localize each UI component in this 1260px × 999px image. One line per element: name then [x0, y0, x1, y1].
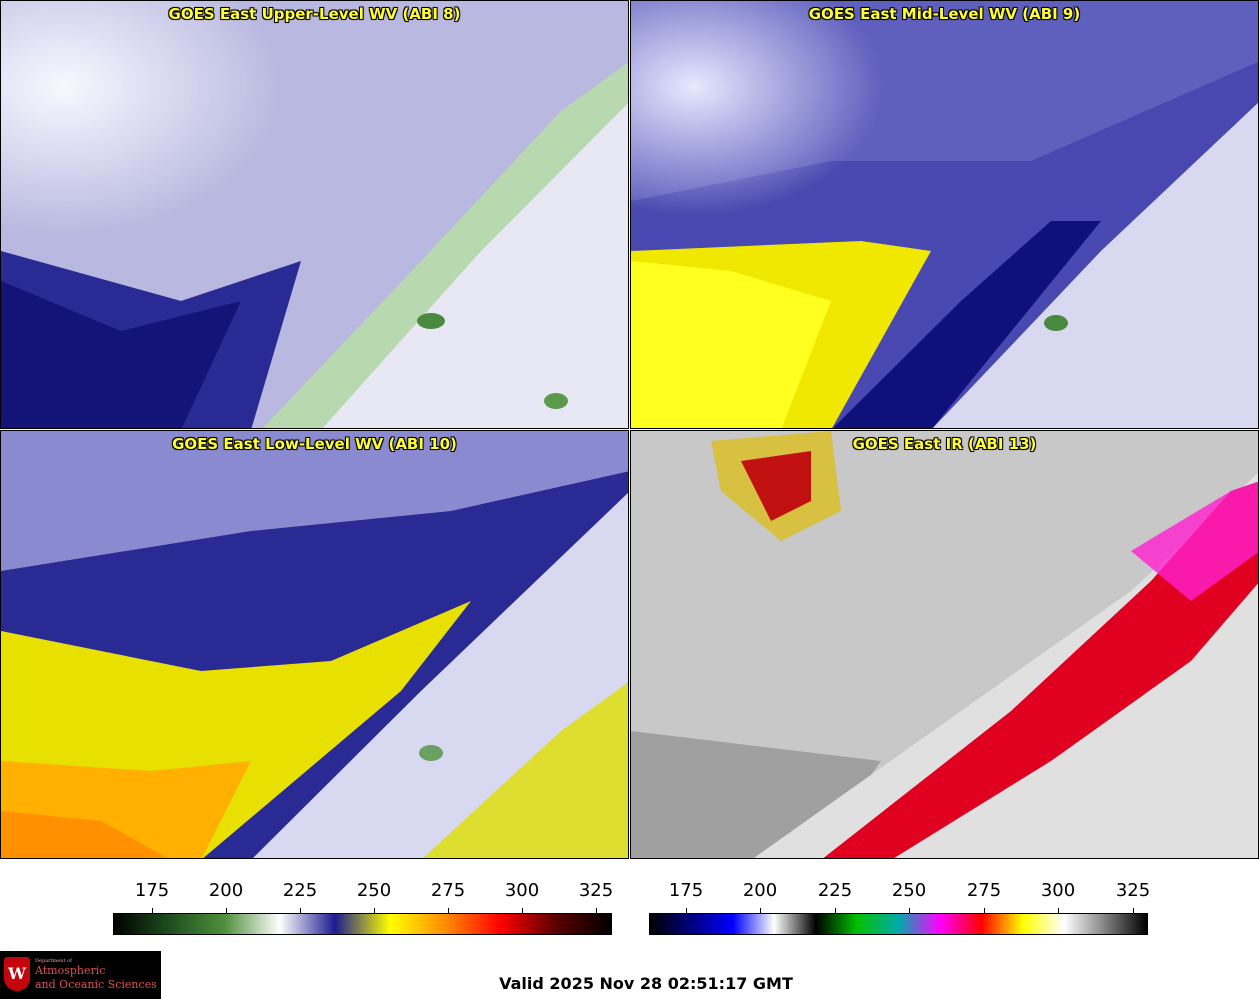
mid-level-wv-image [631, 1, 1258, 428]
upper-level-wv-image [1, 1, 628, 428]
ir-image [631, 431, 1258, 858]
tick-label: 225 [282, 880, 318, 901]
logo-line1: Atmospheric [35, 964, 106, 977]
tick-label: 175 [134, 880, 170, 901]
colorbar-wv-gradient [113, 913, 612, 935]
panel-low-level-wv: GOES East Low-Level WV (ABI 10) [0, 430, 629, 859]
tick-label: 300 [1040, 880, 1076, 901]
tick-label: 250 [891, 880, 927, 901]
low-level-wv-image [1, 431, 628, 858]
tick-label: 325 [578, 880, 614, 901]
uw-shield-icon: W [4, 957, 30, 991]
panel-title: GOES East Low-Level WV (ABI 10) [172, 435, 457, 453]
panel-ir: GOES East IR (ABI 13) [630, 430, 1259, 859]
panel-title: GOES East Mid-Level WV (ABI 9) [808, 5, 1081, 23]
tick-label: 300 [504, 880, 540, 901]
tick-label: 200 [208, 880, 244, 901]
logo-dept: Department of [35, 958, 72, 964]
tick-label: 175 [668, 880, 704, 901]
tick-label: 200 [742, 880, 778, 901]
aos-logo: W Department of Atmospheric and Oceanic … [0, 951, 161, 999]
panel-title: GOES East Upper-Level WV (ABI 8) [168, 5, 461, 23]
tick-label: 325 [1115, 880, 1151, 901]
tick-label: 275 [966, 880, 1002, 901]
tick-label: 225 [817, 880, 853, 901]
panel-upper-level-wv: GOES East Upper-Level WV (ABI 8) [0, 0, 629, 429]
colorbar-wv: 175 200 225 250 275 300 325 [113, 880, 614, 940]
colorbar-ir-gradient [649, 913, 1148, 935]
panel-mid-level-wv: GOES East Mid-Level WV (ABI 9) [630, 0, 1259, 429]
tick-label: 275 [430, 880, 466, 901]
colorbar-ir: 175 200 225 250 275 300 325 [649, 880, 1151, 940]
panel-title: GOES East IR (ABI 13) [852, 435, 1037, 453]
tick-label: 250 [356, 880, 392, 901]
valid-time: Valid 2025 Nov 28 02:51:17 GMT [499, 974, 793, 993]
logo-line2: and Oceanic Sciences [35, 978, 157, 991]
